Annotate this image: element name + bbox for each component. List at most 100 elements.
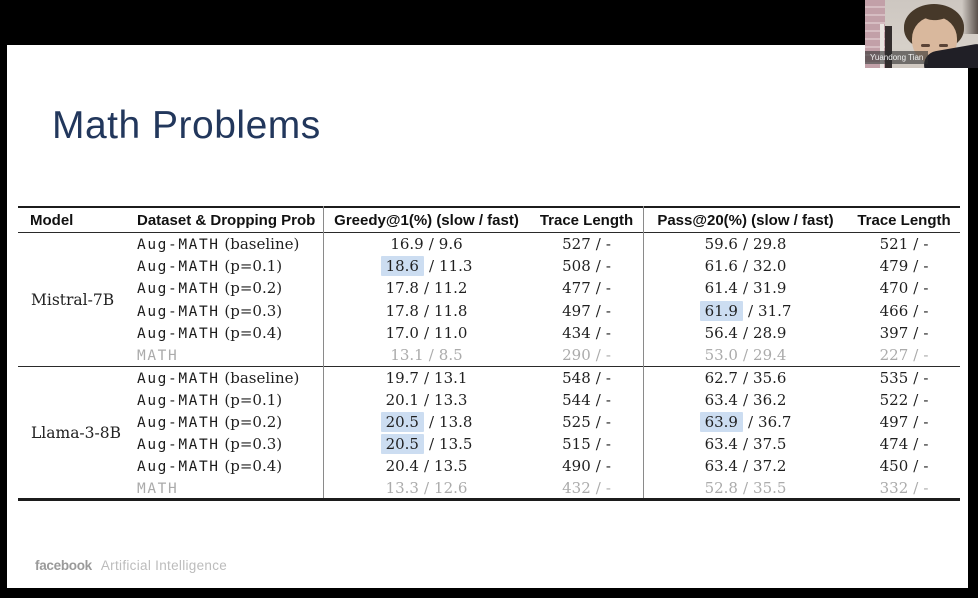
slash-separator: / bbox=[423, 323, 430, 342]
column-divider bbox=[323, 206, 324, 498]
webcam-background bbox=[885, 26, 892, 68]
trace-length-cell: 432/- bbox=[530, 479, 643, 497]
value-slow: 474 bbox=[879, 435, 909, 453]
slash-separator: / bbox=[747, 413, 754, 431]
slide: Math Problems Model Dataset & Dropping P… bbox=[7, 45, 968, 588]
value-fast: 31.7 bbox=[758, 301, 792, 320]
dataset-cell: MATH bbox=[137, 479, 323, 497]
trace-length-cell: 397/- bbox=[848, 324, 960, 342]
value-slow: 13.3 bbox=[385, 479, 419, 497]
value-slow: 466 bbox=[879, 301, 909, 320]
pass-cell: 56.4/28.9 bbox=[643, 324, 848, 342]
table-row: Aug-MATH (p=0.1) 20.1/13.3 544/- 63.4/36… bbox=[137, 389, 960, 411]
group-rows: Aug-MATH (baseline) 19.7/13.1 548/- 62.7… bbox=[137, 367, 960, 498]
dataset-suffix: (p=0.3) bbox=[219, 435, 283, 453]
value-fast: - bbox=[605, 413, 611, 431]
slash-separator: / bbox=[913, 391, 919, 409]
value-slow: 61.6 bbox=[704, 257, 738, 276]
slash-separator: / bbox=[595, 345, 601, 364]
slash-separator: / bbox=[913, 279, 919, 298]
slash-separator: / bbox=[742, 479, 749, 497]
value-fast: - bbox=[923, 345, 929, 364]
pass-cell: 63.4/36.2 bbox=[643, 391, 848, 409]
value-slow: 59.6 bbox=[704, 235, 738, 254]
value-fast: 31.9 bbox=[753, 279, 787, 298]
dataset-cell: Aug-MATH (p=0.4) bbox=[137, 324, 323, 342]
slash-separator: / bbox=[742, 323, 749, 342]
model-group-mistral: Mistral-7B Aug-MATH (baseline) 16.9/9.6 … bbox=[18, 233, 960, 366]
webcam-name-label: Yuandong Tian bbox=[865, 51, 929, 64]
col-header-model: Model bbox=[30, 211, 74, 229]
greedy-cell: 20.1/13.3 bbox=[323, 391, 530, 409]
dataset-name: Aug-MATH bbox=[137, 237, 220, 254]
pass-cell: 52.8/35.5 bbox=[643, 479, 848, 497]
value-slow: 63.4 bbox=[704, 391, 738, 409]
dataset-suffix: (p=0.2) bbox=[219, 413, 283, 431]
table-row: Aug-MATH (p=0.4) 20.4/13.5 490/- 63.4/37… bbox=[137, 455, 960, 477]
value-fast: 9.6 bbox=[438, 235, 463, 254]
pass-cell: 62.7/35.6 bbox=[643, 369, 848, 387]
slash-separator: / bbox=[913, 479, 919, 497]
greedy-cell: 20.4/13.5 bbox=[323, 457, 530, 475]
value-slow: 477 bbox=[562, 279, 591, 298]
slash-separator: / bbox=[423, 457, 430, 475]
dataset-cell: Aug-MATH (p=0.2) bbox=[137, 279, 323, 297]
value-fast: - bbox=[605, 323, 611, 342]
value-slow: 332 bbox=[879, 479, 909, 497]
value-slow: 432 bbox=[562, 479, 591, 497]
value-fast: - bbox=[923, 391, 929, 409]
table-row: Aug-MATH (p=0.2) 17.8/11.2 477/- 61.4/31… bbox=[137, 277, 960, 299]
value-slow: 535 bbox=[879, 369, 909, 387]
value-slow: 290 bbox=[562, 345, 591, 364]
trace-length-cell: 497/- bbox=[530, 302, 643, 320]
value-slow: 497 bbox=[879, 413, 909, 431]
col-header-trace-length-1: Trace Length bbox=[539, 211, 634, 229]
value-slow: 18.6 bbox=[380, 256, 424, 277]
value-fast: - bbox=[923, 323, 929, 342]
webcam-background bbox=[962, 0, 978, 34]
slash-separator: / bbox=[595, 323, 601, 342]
dataset-cell: Aug-MATH (p=0.3) bbox=[137, 302, 323, 320]
slash-separator: / bbox=[913, 435, 919, 453]
pass-cell: 61.6/32.0 bbox=[643, 257, 848, 275]
slash-separator: / bbox=[913, 257, 919, 276]
trace-length-cell: 527/- bbox=[530, 235, 643, 253]
webcam-tile[interactable]: Yuandong Tian bbox=[865, 0, 978, 68]
trace-length-cell: 477/- bbox=[530, 279, 643, 297]
dataset-name: Aug-MATH bbox=[137, 459, 220, 475]
dataset-name: Aug-MATH bbox=[137, 437, 220, 453]
value-fast: 11.8 bbox=[434, 301, 468, 320]
value-fast: - bbox=[605, 435, 611, 453]
trace-length-cell: 548/- bbox=[530, 369, 643, 387]
slash-separator: / bbox=[428, 413, 435, 431]
slash-separator: / bbox=[913, 345, 919, 364]
column-divider bbox=[643, 206, 644, 498]
value-fast: 28.9 bbox=[753, 323, 787, 342]
trace-length-cell: 332/- bbox=[848, 479, 960, 497]
greedy-cell: 13.1/8.5 bbox=[323, 346, 530, 364]
dataset-suffix: (baseline) bbox=[219, 235, 300, 254]
pass-cell: 63.4/37.5 bbox=[643, 435, 848, 453]
value-slow: 525 bbox=[562, 413, 591, 431]
slash-separator: / bbox=[595, 235, 601, 254]
table-row: MATH 13.1/8.5 290/- 53.0/29.4 227/- bbox=[137, 344, 960, 366]
value-fast: 11.3 bbox=[439, 257, 473, 276]
value-slow: 20.1 bbox=[385, 391, 419, 409]
slash-separator: / bbox=[423, 301, 430, 320]
greedy-cell: 18.6/11.3 bbox=[323, 256, 530, 277]
slash-separator: / bbox=[595, 301, 601, 320]
value-fast: 35.5 bbox=[753, 479, 787, 497]
slash-separator: / bbox=[747, 301, 754, 320]
table-header-row: Model Dataset & Dropping Prob Greedy@1(%… bbox=[18, 206, 960, 233]
value-fast: - bbox=[923, 235, 929, 254]
value-slow: 52.8 bbox=[704, 479, 738, 497]
trace-length-cell: 515/- bbox=[530, 435, 643, 453]
trace-length-cell: 535/- bbox=[848, 369, 960, 387]
value-slow: 20.5 bbox=[380, 412, 424, 432]
model-name: Llama-3-8B bbox=[31, 423, 122, 442]
value-slow: 508 bbox=[562, 257, 591, 276]
slash-separator: / bbox=[595, 413, 601, 431]
value-fast: - bbox=[923, 369, 929, 387]
value-fast: - bbox=[605, 345, 611, 364]
slash-separator: / bbox=[423, 391, 430, 409]
